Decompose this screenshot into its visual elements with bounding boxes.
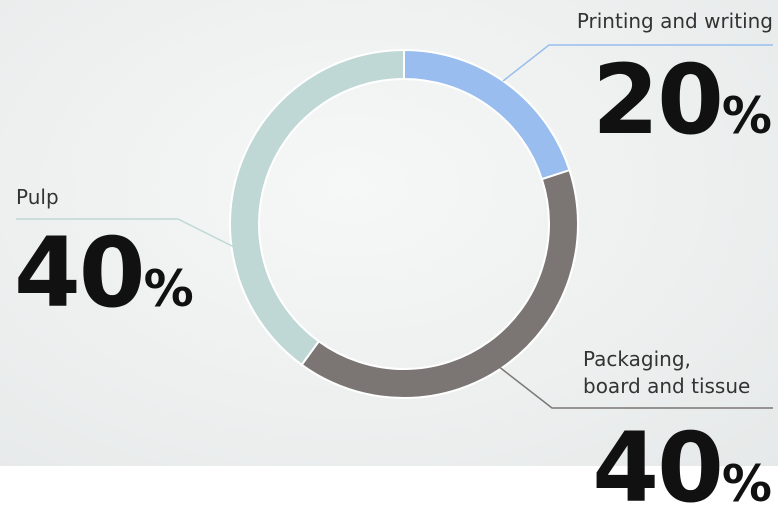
leader-lines [16, 44, 773, 409]
leader-packaging-board-and-tissue [497, 365, 773, 409]
value-pulp-unit: % [143, 260, 194, 318]
slice-packaging-board-and-tissue [300, 168, 579, 400]
value-packaging-unit: % [721, 455, 772, 513]
slice-printing-and-writing [403, 48, 571, 181]
value-packaging-number: 40 [592, 412, 724, 524]
label-printing-and-writing: Printing and writing [576, 9, 773, 33]
leader-printing-and-writing [502, 44, 773, 82]
donut-chart [16, 44, 773, 409]
label-pulp: Pulp [16, 185, 59, 209]
label-packaging-board-and-tissue: Packaging, board and tissue [583, 346, 750, 400]
value-printing-number: 20 [592, 44, 724, 156]
value-packaging-board-and-tissue: 40% [592, 420, 772, 516]
value-pulp-number: 40 [14, 217, 146, 329]
value-pulp: 40% [14, 225, 194, 321]
leader-pulp [16, 218, 237, 249]
slice-pulp [229, 48, 405, 367]
donut-slices [229, 48, 579, 400]
label-packaging-line-1: Packaging, [583, 347, 691, 371]
label-packaging-line-2: board and tissue [583, 374, 751, 398]
value-printing-unit: % [721, 87, 772, 145]
value-printing-and-writing: 20% [592, 52, 772, 148]
